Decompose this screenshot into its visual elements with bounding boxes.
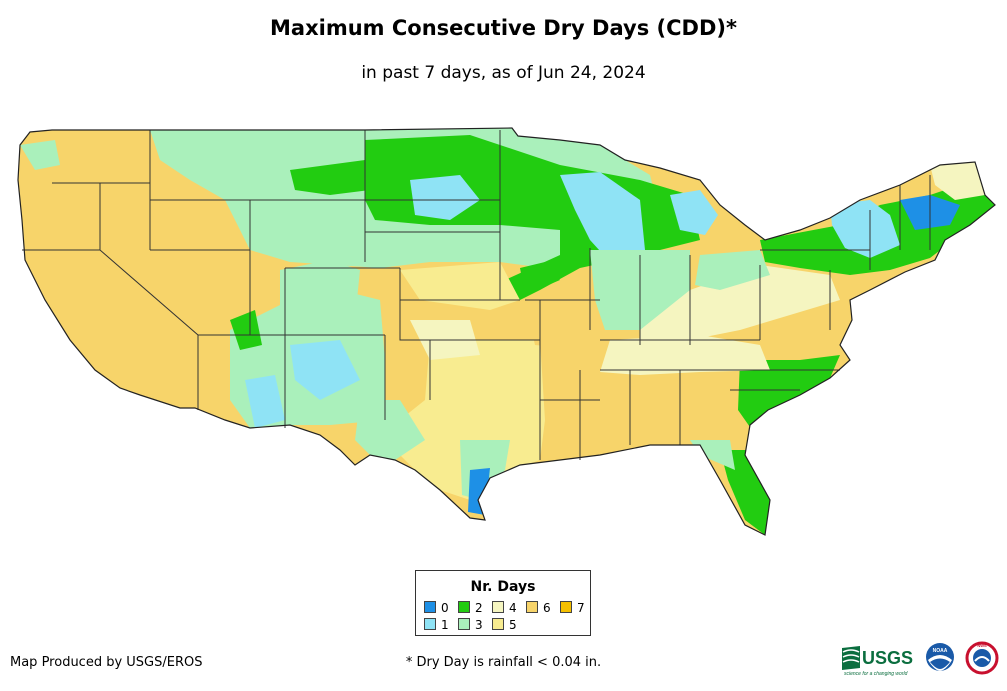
region-4-days-maine <box>930 162 985 200</box>
legend-label-3: 3 <box>475 618 483 632</box>
legend-item-3: 3 <box>458 618 483 632</box>
nws-logo: NWS <box>965 641 999 675</box>
state-boundaries <box>22 130 931 460</box>
legend-item-1: 1 <box>424 618 449 632</box>
legend-label-0: 0 <box>441 601 449 615</box>
agency-logos: USGS science for a changing world NOAA N… <box>842 641 999 677</box>
legend-swatch-7 <box>560 601 572 613</box>
footnote-text: * Dry Day is rainfall < 0.04 in. <box>405 655 602 670</box>
usgs-logo: USGS science for a changing world <box>842 646 913 677</box>
noaa-wordmark: NOAA <box>933 648 948 654</box>
legend-swatch-1 <box>424 618 436 630</box>
region-1-day-wisconsin <box>560 172 645 262</box>
region-5-days-texas <box>395 340 545 500</box>
legend-item-4: 4 <box>492 601 517 615</box>
map-subtitle: in past 7 days, as of Jun 24, 2024 <box>361 63 646 83</box>
region-1-day-michigan <box>670 190 718 235</box>
legend-label-6: 6 <box>543 601 551 615</box>
region-6-days-missouri <box>525 295 600 350</box>
legend-swatch-6 <box>526 601 538 613</box>
usgs-tagline: science for a changing world <box>844 671 908 677</box>
legend-swatch-3 <box>458 618 470 630</box>
map-title: Maximum Consecutive Dry Days (CDD)* <box>270 16 737 40</box>
legend-label-5: 5 <box>509 618 517 632</box>
legend-label-7: 7 <box>577 601 585 615</box>
legend-item-5: 5 <box>492 618 517 632</box>
legend-swatch-5 <box>492 618 504 630</box>
usgs-wordmark: USGS <box>862 648 913 668</box>
region-3-days-colorado <box>280 260 360 330</box>
nws-wordmark: NWS <box>977 643 987 648</box>
legend: Nr. Days 0 1 2 3 4 5 6 7 <box>415 570 591 636</box>
legend-item-0: 0 <box>424 601 449 615</box>
noaa-logo: NOAA <box>926 643 954 671</box>
region-4-days-tennessee <box>600 335 770 375</box>
legend-swatch-0 <box>424 601 436 613</box>
legend-label-1: 1 <box>441 618 449 632</box>
footnote: * Dry Day is rainfall < 0.04 in. <box>0 655 1007 670</box>
legend-item-6: 6 <box>526 601 551 615</box>
region-1-day-arizona <box>245 375 285 428</box>
region-3-days-ohio <box>695 250 770 290</box>
legend-label-4: 4 <box>509 601 517 615</box>
usgs-wave-icon <box>842 646 860 670</box>
legend-title: Nr. Days <box>470 579 536 595</box>
legend-item-2: 2 <box>458 601 483 615</box>
region-2-days-montana <box>290 160 370 195</box>
region-1-day-new-york <box>830 200 900 258</box>
region-2-days-carolinas <box>738 355 840 430</box>
region-2-days-iowa <box>520 262 560 295</box>
region-3-days-washington-coast <box>20 140 60 170</box>
legend-swatch-2 <box>458 601 470 613</box>
region-1-day-new-mexico <box>290 340 360 400</box>
legend-swatch-4 <box>492 601 504 613</box>
region-1-day-dakota <box>410 175 480 220</box>
cdd-raster <box>18 128 995 535</box>
region-0-days-texas-coast <box>468 468 490 515</box>
region-5-days-kansas <box>400 262 520 310</box>
credit-text: Map Produced by USGS/EROS <box>10 655 203 670</box>
legend-item-7: 7 <box>560 601 585 615</box>
us-dry-days-map <box>17 127 996 536</box>
legend-label-2: 2 <box>475 601 483 615</box>
region-2-days-utah <box>230 310 262 350</box>
